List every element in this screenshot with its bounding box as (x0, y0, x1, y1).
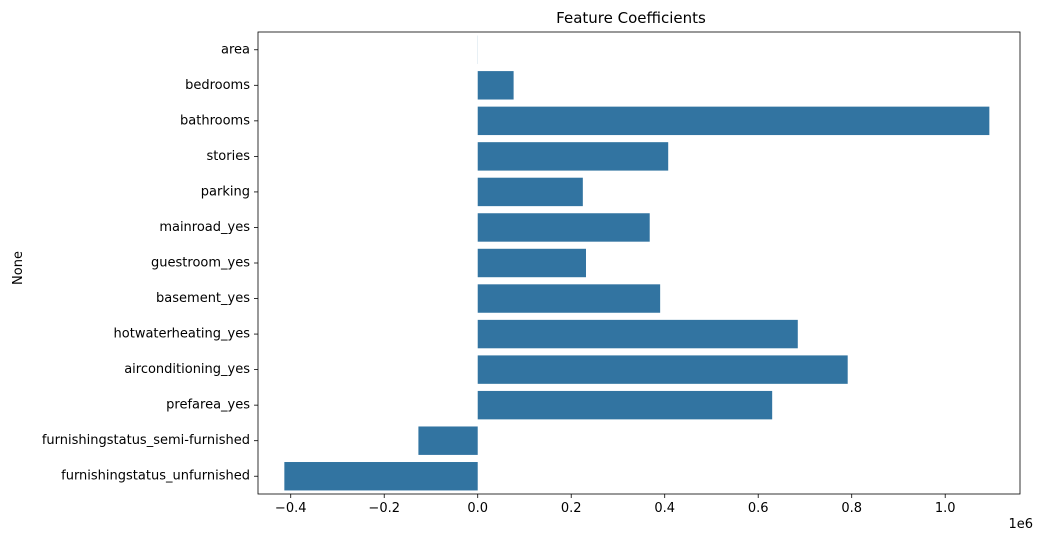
x-tick-label: 0.4 (654, 501, 675, 516)
bar-basement_yes (477, 284, 661, 313)
y-tick-label: parking (201, 184, 250, 199)
bar-mainroad_yes (477, 213, 650, 242)
y-tick-label: hotwaterheating_yes (114, 327, 251, 342)
bar-parking (477, 177, 583, 207)
bar-furnishingstatus_semi-furnished (418, 426, 478, 455)
y-tick-label: guestroom_yes (151, 256, 250, 271)
x-tick-label: 0.8 (841, 501, 862, 516)
y-tick-label: prefarea_yes (166, 398, 250, 413)
x-tick-label: −0.4 (275, 501, 307, 516)
bar-hotwaterheating_yes (477, 319, 798, 349)
plot-frame (257, 31, 1021, 495)
x-tick-label: 0.2 (561, 501, 582, 516)
bar-prefarea_yes (477, 390, 773, 420)
x-axis-offset-text: 1e6 (1008, 517, 1033, 532)
x-tick-label: 0.0 (467, 501, 488, 516)
x-tick-label: 1.0 (935, 501, 956, 516)
y-tick-label: bathrooms (180, 113, 250, 128)
chart-title: Feature Coefficients (556, 9, 706, 27)
bar-guestroom_yes (477, 248, 586, 278)
x-tick-label: −0.2 (368, 501, 400, 516)
y-tick-label: airconditioning_yes (124, 362, 250, 377)
x-ticks-group: −0.4 −0.2 0.0 0.2 0.4 0.6 0.8 1.0 (275, 494, 956, 516)
bar-bathrooms (477, 106, 990, 136)
y-tick-label: stories (206, 149, 250, 164)
x-tick-label: 0.6 (748, 501, 769, 516)
y-ticks-group: area bedrooms bathrooms stories parking mainr… (42, 42, 258, 484)
y-tick-label: bedrooms (185, 78, 250, 93)
bar-bedrooms (477, 71, 514, 100)
y-tick-label: basement_yes (156, 291, 250, 306)
y-tick-label: furnishingstatus_semi-furnished (42, 433, 250, 448)
bars-group (284, 35, 990, 491)
y-tick-label: area (221, 42, 250, 57)
bar-furnishingstatus_unfurnished (284, 462, 478, 491)
bar-airconditioning_yes (477, 355, 848, 384)
y-tick-label: furnishingstatus_unfurnished (61, 469, 250, 484)
y-tick-label: mainroad_yes (159, 220, 250, 235)
y-axis-label: None (11, 251, 26, 285)
bar-stories (477, 142, 669, 171)
